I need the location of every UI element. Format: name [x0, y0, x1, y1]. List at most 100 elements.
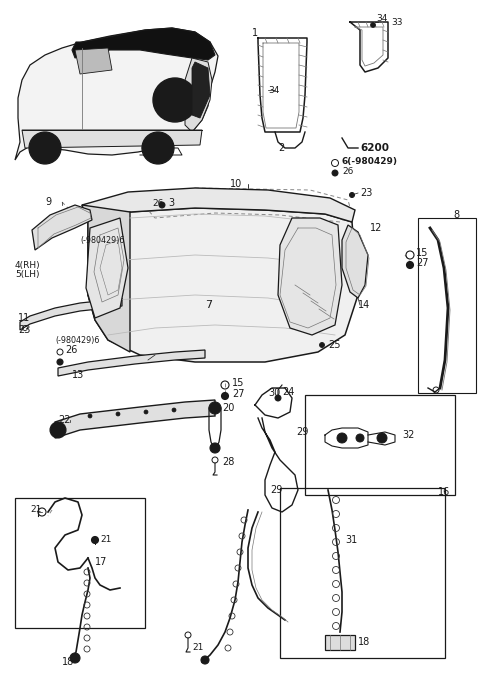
Polygon shape — [58, 350, 205, 376]
Text: 20: 20 — [222, 403, 234, 413]
Text: 22: 22 — [58, 415, 71, 425]
Text: 10: 10 — [230, 179, 242, 189]
Polygon shape — [15, 28, 218, 160]
Text: 30: 30 — [268, 388, 280, 398]
Polygon shape — [72, 28, 215, 60]
Text: 6200: 6200 — [360, 143, 389, 153]
Text: 26: 26 — [152, 199, 163, 208]
Text: 5(LH): 5(LH) — [15, 269, 39, 279]
Circle shape — [337, 433, 347, 443]
Bar — [280, 488, 445, 658]
Polygon shape — [278, 218, 342, 335]
Circle shape — [153, 78, 197, 122]
Polygon shape — [82, 205, 130, 352]
Polygon shape — [342, 225, 368, 298]
Circle shape — [209, 402, 221, 414]
Text: 13: 13 — [72, 370, 84, 380]
Circle shape — [144, 410, 148, 414]
Bar — [418, 218, 476, 393]
Text: 21: 21 — [100, 536, 111, 545]
Text: 21: 21 — [192, 643, 204, 653]
Text: 29: 29 — [296, 427, 308, 437]
Text: 32: 32 — [402, 430, 414, 440]
Text: 23: 23 — [18, 325, 30, 335]
Text: 17: 17 — [95, 557, 108, 567]
Circle shape — [36, 139, 54, 157]
Circle shape — [203, 658, 207, 662]
Text: 18: 18 — [62, 657, 74, 667]
Circle shape — [377, 433, 387, 443]
Polygon shape — [88, 208, 358, 362]
Text: 3: 3 — [168, 198, 174, 208]
Circle shape — [407, 262, 413, 269]
Text: (-980429)6: (-980429)6 — [80, 236, 124, 245]
Circle shape — [332, 170, 338, 176]
Circle shape — [142, 132, 174, 164]
Text: 27: 27 — [416, 258, 429, 268]
Text: 33: 33 — [391, 18, 403, 27]
Circle shape — [29, 132, 61, 164]
Bar — [15, 498, 145, 628]
Circle shape — [116, 412, 120, 416]
Polygon shape — [32, 205, 92, 250]
Text: 14: 14 — [358, 300, 370, 310]
Text: 1: 1 — [252, 28, 258, 38]
Text: 15: 15 — [416, 248, 428, 258]
Polygon shape — [20, 298, 122, 330]
Polygon shape — [325, 635, 355, 650]
Circle shape — [275, 395, 281, 401]
Text: 29: 29 — [270, 485, 282, 495]
Circle shape — [159, 202, 165, 208]
Circle shape — [172, 408, 176, 412]
Text: 23: 23 — [360, 188, 372, 198]
Polygon shape — [22, 130, 202, 148]
Circle shape — [168, 93, 182, 107]
Circle shape — [356, 434, 364, 442]
Text: 6(-980429): 6(-980429) — [342, 156, 398, 166]
Circle shape — [70, 653, 80, 663]
Text: 7: 7 — [205, 300, 212, 310]
Text: 27: 27 — [232, 389, 244, 399]
Text: 28: 28 — [222, 457, 234, 467]
Polygon shape — [55, 400, 215, 438]
Text: 4(RH): 4(RH) — [15, 260, 41, 269]
Text: 9: 9 — [45, 197, 51, 207]
Text: 11: 11 — [18, 313, 30, 323]
Text: 8: 8 — [453, 210, 459, 220]
Circle shape — [371, 23, 375, 27]
Text: 16: 16 — [438, 487, 450, 497]
Circle shape — [161, 86, 189, 114]
Polygon shape — [185, 58, 212, 132]
Circle shape — [92, 536, 98, 543]
Circle shape — [320, 342, 324, 347]
Text: 15: 15 — [232, 378, 244, 388]
Text: 2: 2 — [278, 143, 284, 153]
Text: 26: 26 — [65, 345, 77, 355]
Circle shape — [72, 656, 77, 660]
Text: 24: 24 — [282, 387, 294, 397]
Text: 26: 26 — [342, 166, 353, 175]
Circle shape — [57, 359, 63, 365]
Circle shape — [154, 144, 162, 152]
Text: 21: 21 — [30, 506, 41, 514]
Circle shape — [349, 192, 355, 197]
Text: 12: 12 — [370, 223, 383, 233]
Text: 31: 31 — [345, 535, 357, 545]
Circle shape — [221, 393, 228, 399]
Circle shape — [54, 426, 62, 434]
Circle shape — [210, 443, 220, 453]
Circle shape — [149, 139, 167, 157]
Circle shape — [201, 656, 209, 664]
Polygon shape — [75, 48, 112, 74]
Text: 18: 18 — [358, 637, 370, 647]
Text: (-980429)6: (-980429)6 — [55, 336, 99, 345]
Polygon shape — [82, 188, 355, 222]
Text: 34: 34 — [376, 14, 387, 23]
Polygon shape — [192, 62, 210, 118]
Bar — [305, 395, 455, 495]
Polygon shape — [86, 218, 128, 318]
Circle shape — [88, 414, 92, 418]
Text: 34: 34 — [268, 86, 279, 95]
Circle shape — [50, 422, 66, 438]
Text: 25: 25 — [328, 340, 340, 350]
